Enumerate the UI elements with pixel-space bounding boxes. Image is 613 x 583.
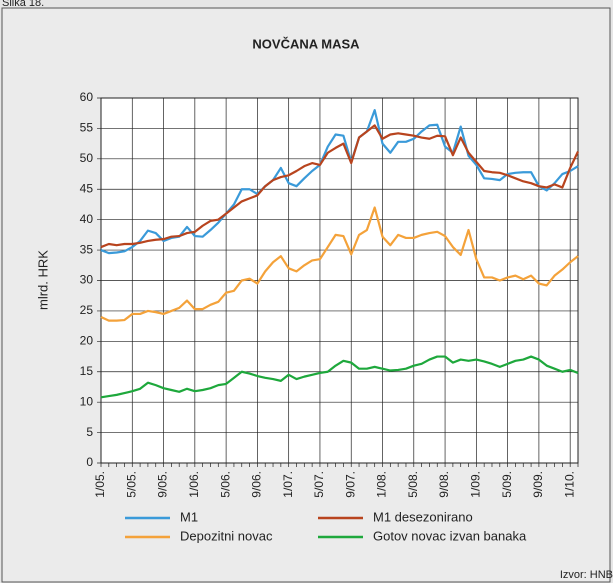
legend-label: M1 <box>180 509 198 524</box>
series-line <box>100 206 579 322</box>
y-tick-label: 10 <box>80 394 94 408</box>
x-tick-label: 1/10. <box>562 471 576 498</box>
x-tick-label: 9/07. <box>343 471 357 498</box>
x-tick-label: 9/05. <box>156 471 170 498</box>
chart-title: NOVČANA MASA <box>252 36 360 51</box>
legend-label: Depozitni novac <box>180 528 273 543</box>
y-tick-label: 20 <box>80 334 94 348</box>
x-tick-label: 9/06. <box>250 471 264 498</box>
y-tick-label: 25 <box>80 303 94 317</box>
caption: Slika 18. <box>2 0 44 9</box>
y-tick-label: 0 <box>86 455 93 469</box>
x-tick-label: 1/06. <box>187 471 201 498</box>
x-tick-label: 1/08. <box>375 471 389 498</box>
y-tick-label: 35 <box>80 242 94 256</box>
x-tick-label: 1/09. <box>469 471 483 498</box>
y-tick-label: 50 <box>80 151 94 165</box>
x-tick-label: 5/09. <box>500 471 514 498</box>
x-tick-label: 9/08. <box>437 471 451 498</box>
series-line <box>100 355 579 399</box>
y-tick-label: 45 <box>80 181 94 195</box>
y-axis-label: mlrd. HRK <box>35 250 50 310</box>
y-tick-label: 60 <box>80 90 94 104</box>
x-tick-label: 1/05. <box>93 471 107 498</box>
source: Izvor: HNB <box>560 569 613 581</box>
y-tick-label: 55 <box>80 121 94 135</box>
y-tick-label: 15 <box>80 364 94 378</box>
series-line <box>100 124 579 249</box>
x-tick-label: 5/07. <box>312 471 326 498</box>
x-tick-label: 9/09. <box>531 471 545 498</box>
legend-label: M1 desezonirano <box>373 509 473 524</box>
x-tick-label: 5/05. <box>124 471 138 498</box>
y-tick-label: 30 <box>80 273 94 287</box>
x-tick-label: 5/08. <box>406 471 420 498</box>
y-tick-label: 5 <box>86 425 93 439</box>
y-tick-label: 40 <box>80 212 94 226</box>
x-tick-label: 5/06. <box>218 471 232 498</box>
x-tick-label: 1/07. <box>281 471 295 498</box>
legend-label: Gotov novac izvan banaka <box>373 528 527 543</box>
